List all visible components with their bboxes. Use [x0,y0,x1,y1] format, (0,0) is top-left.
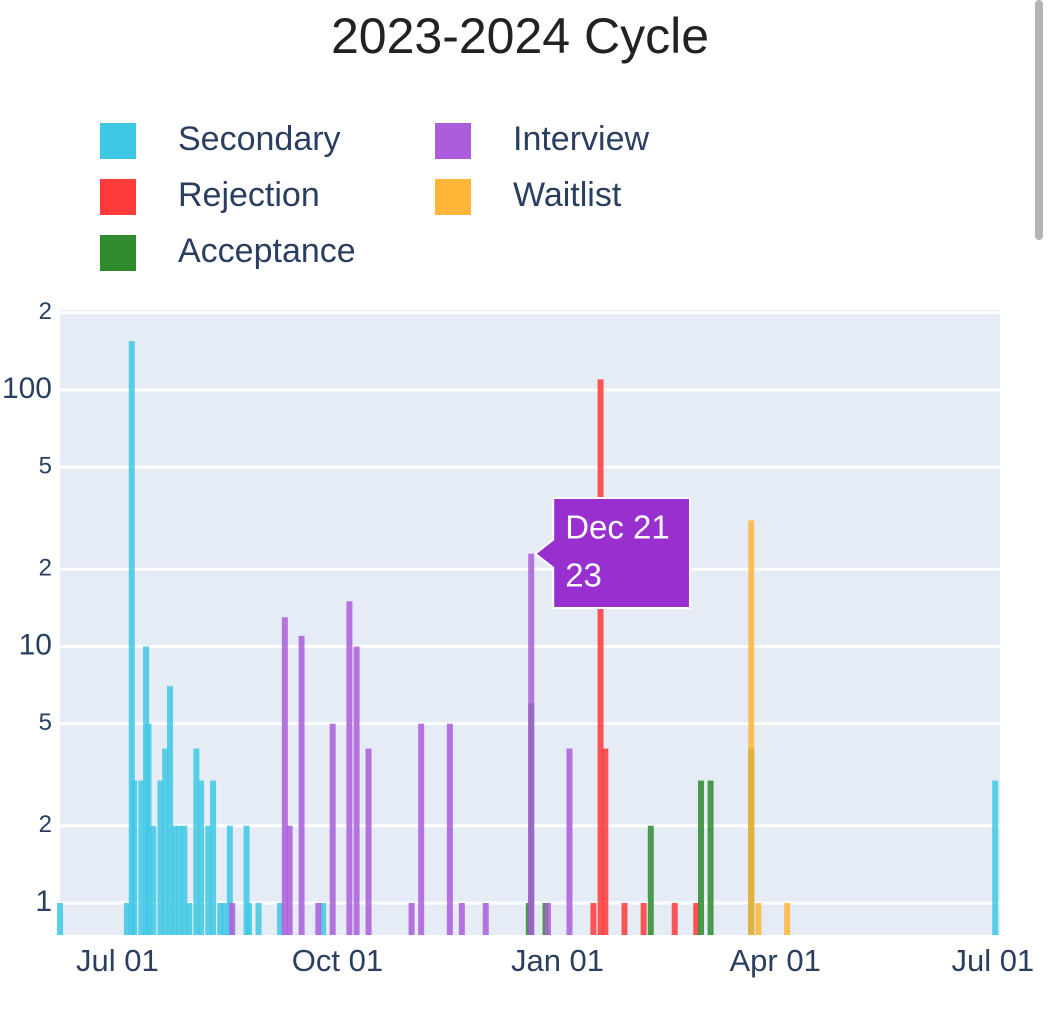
bar [138,780,145,935]
y-tick-label: 2 [39,298,52,325]
bar [671,902,678,935]
bar [602,748,609,935]
tooltip-box [533,497,691,609]
bar [167,686,174,935]
legend-label: Interview [513,120,649,158]
bar [707,780,714,935]
legend-label: Waitlist [513,176,622,214]
y-tick-label: 10 [19,628,52,661]
bar [418,723,425,935]
legend-label: Acceptance [178,232,356,270]
bar [621,902,628,935]
bar [162,748,169,935]
bar [176,825,183,935]
legend-swatch [100,123,136,159]
y-tick-label: 5 [39,709,52,736]
y-tick-label: 2 [39,811,52,838]
bar [346,601,353,935]
bar [277,902,284,935]
bar [171,825,178,935]
x-tick-label: Jul 01 [76,943,159,978]
bar [482,902,489,935]
bar [210,780,217,935]
bar [57,902,63,935]
y-tick-label: 5 [39,453,52,480]
legend-swatch [100,235,136,271]
bar [315,902,322,935]
bar [693,902,700,935]
bar [748,520,755,935]
bar [698,780,705,935]
bar [286,825,293,935]
x-tick-label: Oct 01 [292,943,383,978]
y-tick-label: 2 [39,555,52,582]
bar [298,635,305,935]
bar [446,723,453,935]
chart-title: 2023-2024 Cycle [331,8,709,64]
legend-label: Rejection [178,176,320,214]
bar [222,902,229,935]
bar [528,553,535,935]
bar [217,902,224,935]
bar [784,902,791,935]
bar [281,617,288,935]
bar [329,723,336,935]
bar [544,902,551,935]
x-tick-label: Jul 01 [951,943,1034,978]
legend-swatch [435,123,471,159]
bar [205,825,212,935]
bar [365,748,372,935]
bar [150,825,157,935]
bar [458,902,465,935]
bar [243,825,250,935]
bar [186,902,193,935]
bar [226,825,233,935]
bar [157,780,164,935]
x-tick-label: Jan 01 [511,943,604,978]
x-tick-label: Apr 01 [729,943,820,978]
bar [245,902,252,935]
legend-swatch [100,179,136,215]
bar [145,723,152,935]
bar [181,825,188,935]
tooltip-label: Dec 21 [565,509,670,546]
bar [229,902,236,935]
bar [647,825,654,935]
bar [131,780,138,935]
bar [597,379,604,936]
legend-swatch [435,179,471,215]
bar [320,902,327,935]
tooltip-value: 23 [565,557,602,594]
bar [193,748,200,935]
bar [566,748,573,935]
bar [755,902,762,935]
scrollbar [1035,0,1043,240]
bar [590,902,597,935]
bar [255,902,262,935]
bar [128,341,135,936]
bar [198,780,205,935]
y-tick-label: 100 [2,372,52,405]
bar [353,646,360,935]
bar [408,902,415,935]
bar [992,780,999,935]
y-tick-label: 1 [35,885,52,918]
bar [640,902,647,935]
bar [123,902,130,935]
legend-label: Secondary [178,120,341,158]
